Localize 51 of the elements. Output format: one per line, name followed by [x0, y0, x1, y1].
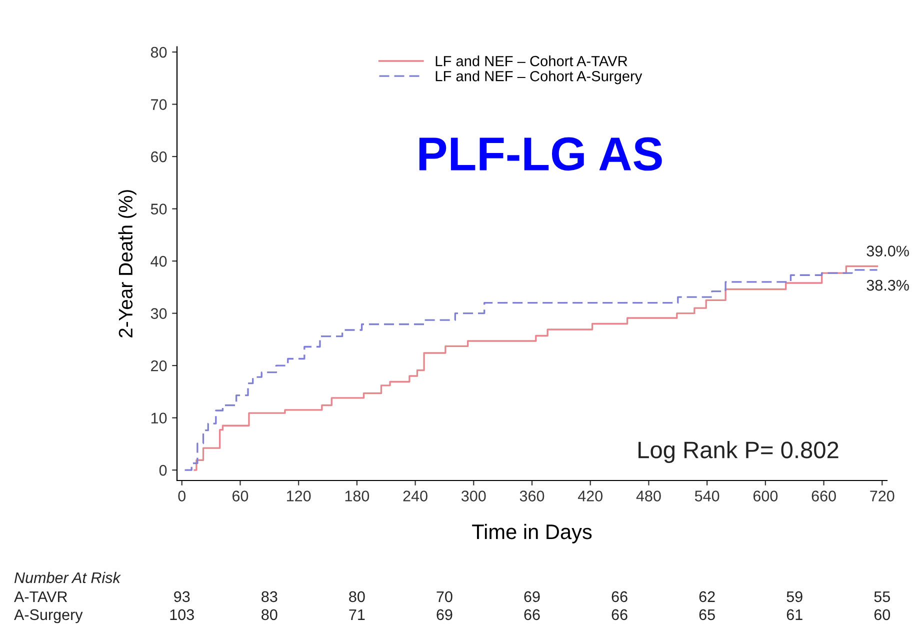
legend-label: LF and NEF – Cohort A-TAVR: [436, 56, 628, 66]
x-tick-label: 60: [232, 490, 248, 502]
text: 80: [349, 591, 365, 602]
x-tick-label: 420: [578, 490, 603, 502]
text: 70: [436, 591, 452, 602]
annotation: PLF-LG AS: [419, 137, 662, 171]
text: 59: [786, 591, 802, 602]
x-tick-label: 720: [870, 490, 894, 502]
y-tick-label: 20: [151, 360, 167, 372]
text: Number At Risk: [14, 572, 122, 584]
y-tick-label: 40: [150, 256, 167, 267]
text: 69: [524, 591, 540, 602]
x-tick-label: 360: [520, 490, 544, 502]
text: 65: [699, 609, 715, 620]
annotation: 38.3%: [866, 280, 909, 291]
y-axis-title: 2-Year Death (%): [118, 190, 136, 338]
text: 80: [262, 609, 278, 620]
x-tick-label: 300: [461, 490, 486, 502]
text: 66: [612, 591, 628, 602]
text: 71: [349, 609, 365, 620]
y-tick-label: 0: [159, 464, 167, 476]
text: A-Surgery: [14, 609, 83, 624]
annotation: 39.0%: [866, 246, 909, 256]
text: 60: [874, 609, 890, 620]
x-tick-label: 0: [178, 490, 186, 502]
y-tick-label: 70: [151, 99, 167, 110]
text: 83: [262, 591, 278, 602]
x-axis-title: Time in Days: [472, 524, 592, 544]
y-tick-label: 50: [150, 204, 167, 214]
x-tick-label: 120: [286, 490, 311, 502]
x-tick-label: 600: [753, 490, 778, 502]
text: 66: [612, 609, 628, 620]
annotation: Log Rank P= 0.802: [638, 440, 838, 464]
text: 66: [524, 609, 540, 620]
x-tick-label: 240: [403, 490, 428, 502]
text: 61: [786, 609, 802, 620]
legend-label: LF and NEF – Cohort A-Surgery: [436, 70, 642, 84]
x-tick-label: 540: [694, 490, 720, 502]
text: 93: [174, 591, 190, 602]
text: 69: [436, 609, 452, 620]
x-tick-label: 660: [812, 490, 836, 502]
y-tick-label: 60: [151, 151, 167, 162]
x-tick-label: 480: [636, 490, 661, 502]
text: 103: [170, 609, 194, 620]
y-tick-label: 80: [150, 46, 167, 58]
text: 55: [874, 591, 890, 602]
text: 62: [699, 591, 715, 602]
text: A-TAVR: [14, 591, 68, 602]
x-tick-label: 180: [345, 490, 370, 502]
y-tick-label: 10: [151, 412, 167, 424]
y-tick-label: 30: [150, 308, 167, 319]
